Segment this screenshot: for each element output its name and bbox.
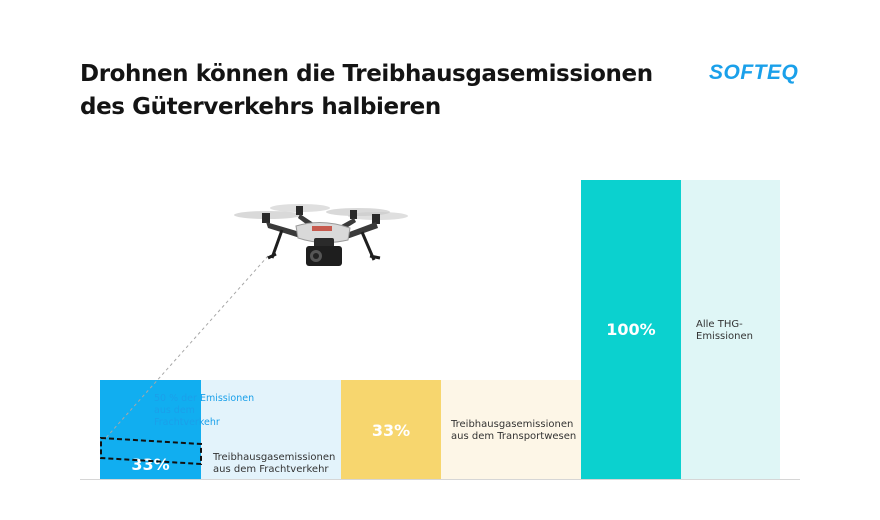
- title-line-2: des Güterverkehrs halbieren: [80, 94, 441, 120]
- category-label-transport: Treibhausgasemissionen aus dem Transport…: [451, 419, 577, 442]
- category-label-all: Alle THG- Emissionen: [696, 319, 753, 342]
- annotation-text: 50 % der Emissionen aus dem Frachtverkeh…: [154, 393, 255, 428]
- panel-freight: [201, 380, 341, 479]
- bar-all: [581, 180, 681, 479]
- panel-transport: [441, 380, 581, 479]
- drone-icon: [234, 204, 408, 266]
- pointer-line: [103, 255, 269, 441]
- page-title: Drohnen können die Treibhausgasemissione…: [80, 58, 680, 124]
- value-label-all: 100%: [606, 320, 656, 339]
- half-emission-outline: [100, 436, 202, 466]
- title-line-1: Drohnen können die Treibhausgasemissione…: [80, 61, 653, 87]
- category-label-freight: Treibhausgasemissionen aus dem Frachtver…: [213, 452, 336, 475]
- panel-all: [681, 180, 780, 479]
- softeq-logo: SOFTEQ: [709, 61, 799, 84]
- bar-transport: [341, 380, 441, 479]
- value-label-transport: 33%: [371, 421, 411, 440]
- x-axis-baseline: [80, 479, 800, 480]
